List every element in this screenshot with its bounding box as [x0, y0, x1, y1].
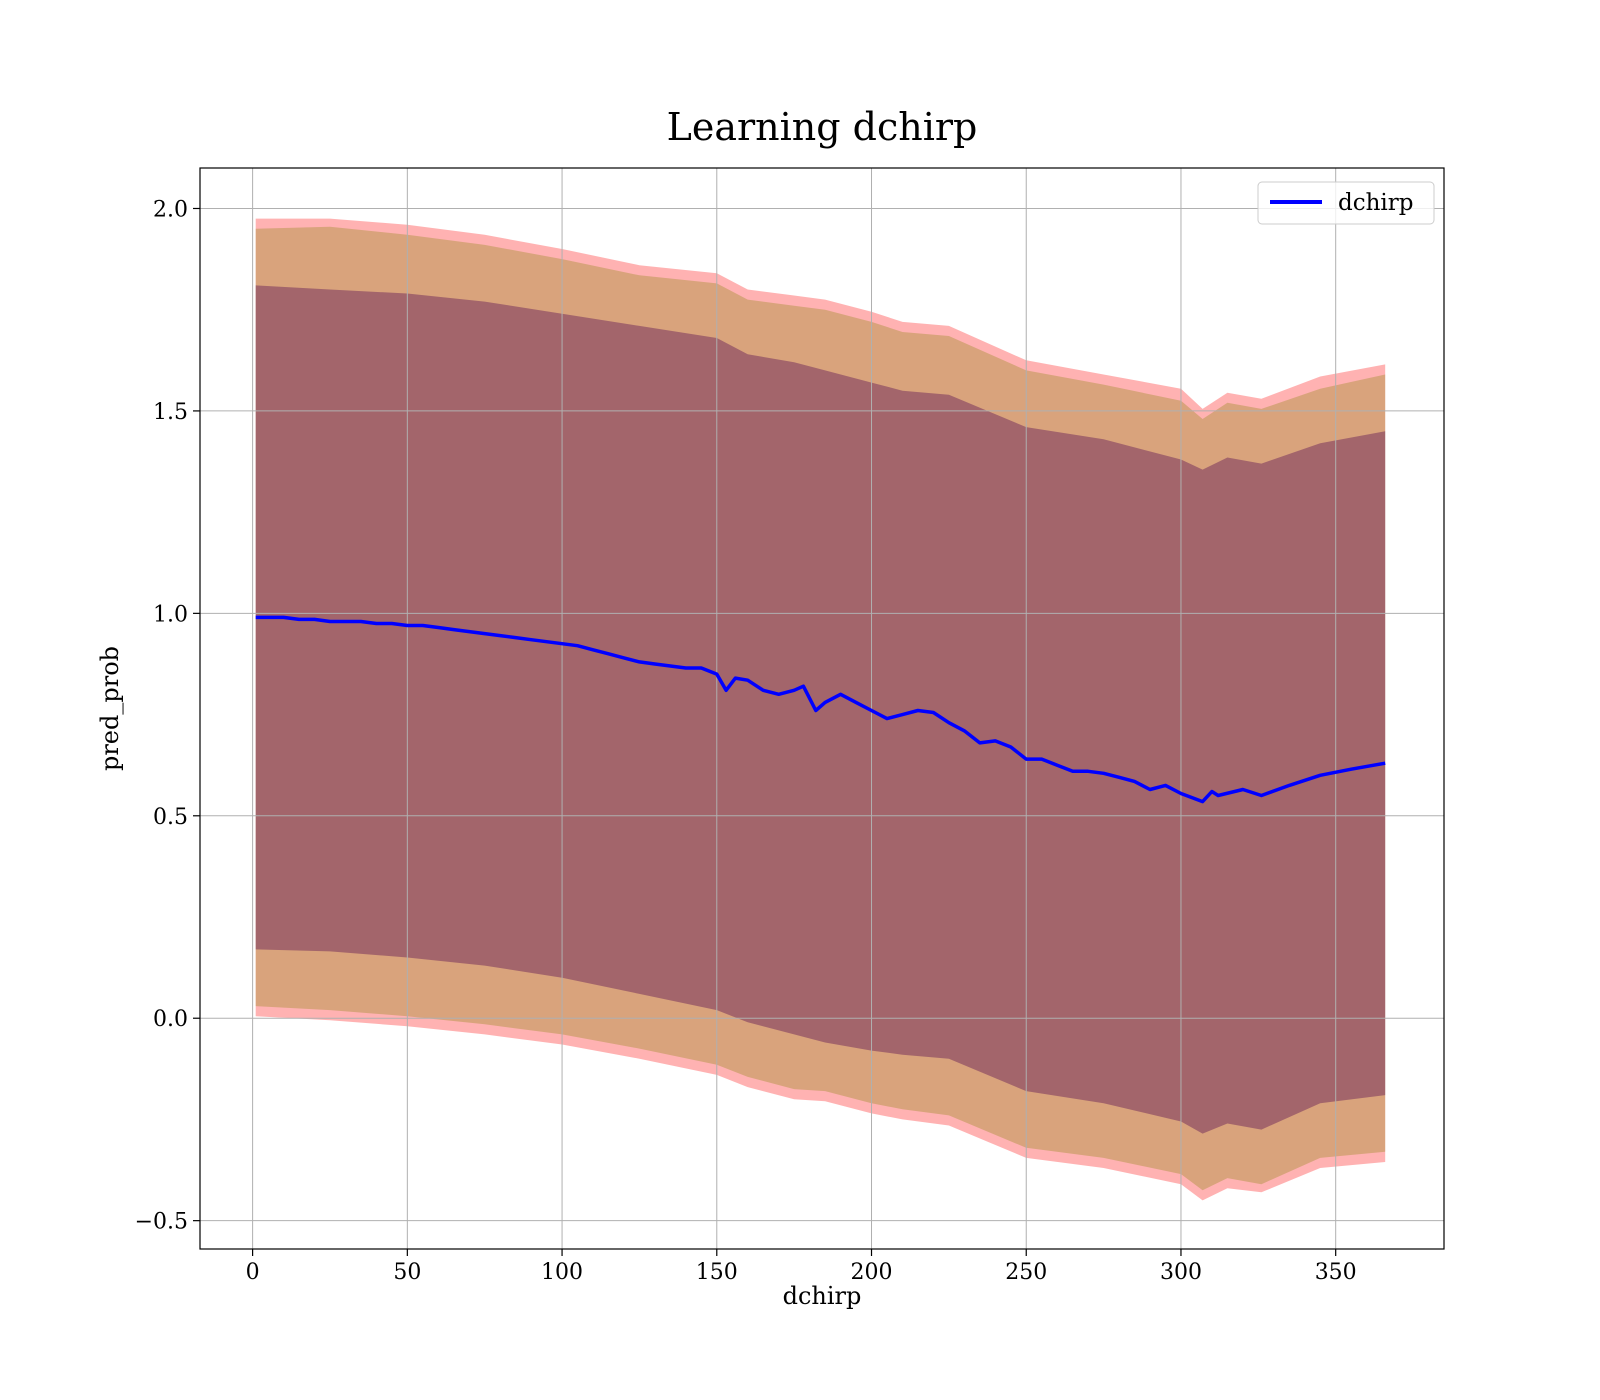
- y-tick-label: 1.0: [153, 602, 188, 627]
- x-tick-label: 200: [851, 1260, 893, 1285]
- y-tick-label: −0.5: [135, 1210, 188, 1235]
- axis-ticks: 0 50 100 150 200 250 300 350 −0.5 0.0 0.5 1.0 1.5 2.0: [135, 197, 1357, 1285]
- confidence-bands: [255, 218, 1386, 1201]
- x-tick-label: 350: [1315, 1260, 1357, 1285]
- series-lines: [255, 615, 1386, 804]
- legend: dchirp: [1257, 181, 1435, 225]
- x-tick-label: 250: [1005, 1260, 1047, 1285]
- x-tick-label: 50: [393, 1260, 421, 1285]
- y-tick-label: 1.5: [153, 400, 188, 425]
- y-tick-label: 2.0: [153, 197, 188, 222]
- band-0: [255, 218, 1386, 1201]
- x-tick-label: 150: [696, 1260, 738, 1285]
- y-tick-label: 0.0: [153, 1007, 188, 1032]
- legend-label: dchirp: [1338, 190, 1414, 216]
- y-tick-label: 0.5: [153, 805, 188, 830]
- grid-lines: [200, 168, 1444, 1249]
- legend-box: [1257, 181, 1435, 225]
- band-2: [255, 285, 1386, 1134]
- y-axis-label: pred_prob: [96, 646, 124, 771]
- x-tick-label: 100: [541, 1260, 583, 1285]
- plot-frame: [199, 167, 1445, 1250]
- series-line-dchirp: [255, 615, 1386, 804]
- x-tick-label: 300: [1160, 1260, 1202, 1285]
- x-axis-label: dchirp: [783, 1282, 862, 1310]
- x-tick-label: 0: [246, 1260, 260, 1285]
- chart-title: Learning dchirp: [667, 105, 978, 149]
